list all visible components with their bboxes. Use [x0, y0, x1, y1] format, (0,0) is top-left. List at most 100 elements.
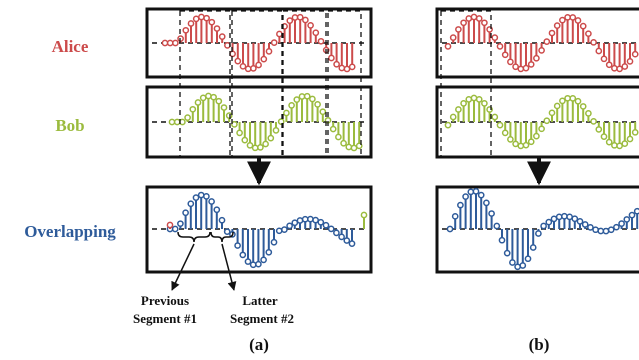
stem-dot-150: [449, 113, 457, 121]
stem-dot-110: [166, 221, 174, 229]
stem-dot-217: [607, 226, 615, 234]
stem-dot-52: [246, 141, 254, 149]
stem-dot-114: [455, 26, 462, 33]
stem-dot-33: [333, 60, 340, 68]
stem-dot-6: [192, 15, 200, 23]
stem-dot-55: [262, 140, 269, 148]
stem-dot-209: [566, 213, 573, 221]
stem-dot-45: [210, 93, 217, 101]
previous-segment-brace: [177, 231, 211, 243]
stem-dot-109: [348, 240, 356, 247]
stem-dot-88: [239, 251, 247, 259]
stem-dot-131: [543, 38, 551, 45]
stem-dot-72: [350, 144, 358, 152]
stem-dot-167: [538, 125, 545, 133]
stem-dot-185: [631, 128, 639, 136]
stem-dot-180: [605, 138, 613, 146]
stem-dot-171: [559, 97, 566, 105]
stem-dot-37: [168, 118, 176, 126]
stem-dot-116: [465, 15, 473, 22]
stem-dot-65: [314, 101, 321, 108]
stem-dot-219: [618, 220, 625, 227]
stem-dot-41: [189, 105, 197, 113]
panel-a-stems: [161, 13, 368, 269]
stem-dot-15: [239, 62, 247, 70]
stem-dot-128: [527, 61, 535, 68]
stem-dot-202: [529, 244, 537, 251]
stem-dot-56: [267, 134, 275, 142]
stem-dot-60: [288, 102, 295, 109]
stem-dot-64: [309, 95, 316, 103]
stem-dot-214: [592, 226, 599, 234]
stem-dot-198: [509, 259, 516, 266]
stem-dot-147: [626, 58, 634, 65]
window-alice-3: [282, 10, 327, 158]
stem-dot-135: [564, 13, 571, 21]
stem-dot-172: [564, 94, 571, 102]
latter-annotation-arrow: [221, 243, 237, 291]
stem-dot-194: [488, 210, 495, 217]
stem-dot-187: [451, 212, 459, 220]
stem-dot-66: [319, 108, 327, 116]
stem-dot-152: [460, 99, 467, 107]
stem-dot-200: [519, 262, 527, 269]
stem-dot-54: [257, 144, 264, 151]
stem-dot-160: [501, 129, 509, 137]
stem-dot-76: [177, 220, 184, 228]
stem-dot-106: [333, 229, 340, 237]
stem-dot-96: [281, 226, 288, 233]
stem-dot-204: [540, 222, 547, 230]
stem-dot-148: [631, 50, 639, 58]
stem-dot-91: [255, 260, 262, 268]
stem-dot-125: [512, 63, 519, 71]
stem-dot-0: [161, 39, 169, 47]
stem-dot-14: [234, 57, 242, 65]
stem-dot-164: [522, 141, 530, 149]
stem-dot-151: [455, 106, 462, 113]
stem-dot-212: [581, 221, 589, 228]
bob-label: Bob: [55, 116, 84, 135]
stem-dot-207: [555, 213, 563, 221]
stem-dot-61: [293, 96, 301, 104]
stem-dot-221: [628, 211, 636, 219]
stem-dot-208: [561, 212, 568, 220]
stem-dot-193: [483, 199, 490, 207]
stem-dot-206: [550, 215, 558, 223]
stem-dot-169: [548, 109, 556, 117]
stem-dot-70: [340, 139, 347, 147]
stem-dot-211: [576, 218, 584, 225]
stem-dot-17: [250, 65, 257, 72]
stem-dot-203: [535, 230, 542, 237]
stem-dot-49: [231, 121, 238, 128]
stem-dot-141: [595, 47, 603, 55]
stem-dot-196: [498, 236, 506, 244]
stem-dot-16: [244, 65, 252, 73]
stem-dot-47: [220, 104, 228, 111]
stem-dot-117: [470, 13, 478, 21]
panel-b-segment-window: [440, 10, 492, 158]
stem-dot-205: [545, 218, 553, 226]
stem-dot-179: [600, 133, 608, 140]
stem-dot-215: [597, 227, 605, 235]
stem-dot-162: [512, 140, 519, 148]
latter-segment-brace: [210, 231, 234, 243]
stem-dot-146: [621, 63, 629, 70]
stem-dot-48: [225, 112, 233, 119]
stem-dot-170: [553, 102, 561, 110]
stem-dot-44: [205, 92, 212, 100]
stem-dot-42: [194, 99, 202, 106]
stem-dot-4: [182, 26, 190, 34]
previous-annotation-line2: Segment #1: [133, 311, 197, 326]
stem-dot-87: [234, 242, 241, 249]
stem-dot-161: [507, 136, 514, 143]
stem-dot-99: [296, 217, 304, 224]
stem-dot-113: [449, 34, 457, 41]
stem-dot-2: [172, 39, 179, 47]
stem-dot-168: [543, 117, 551, 125]
stem-dot-190: [467, 188, 475, 196]
alice-label: Alice: [52, 37, 89, 56]
stem-dot-57: [272, 127, 280, 134]
signal-stems: [161, 13, 639, 271]
stem-dot-166: [533, 132, 540, 140]
stem-dot-195: [493, 222, 501, 230]
